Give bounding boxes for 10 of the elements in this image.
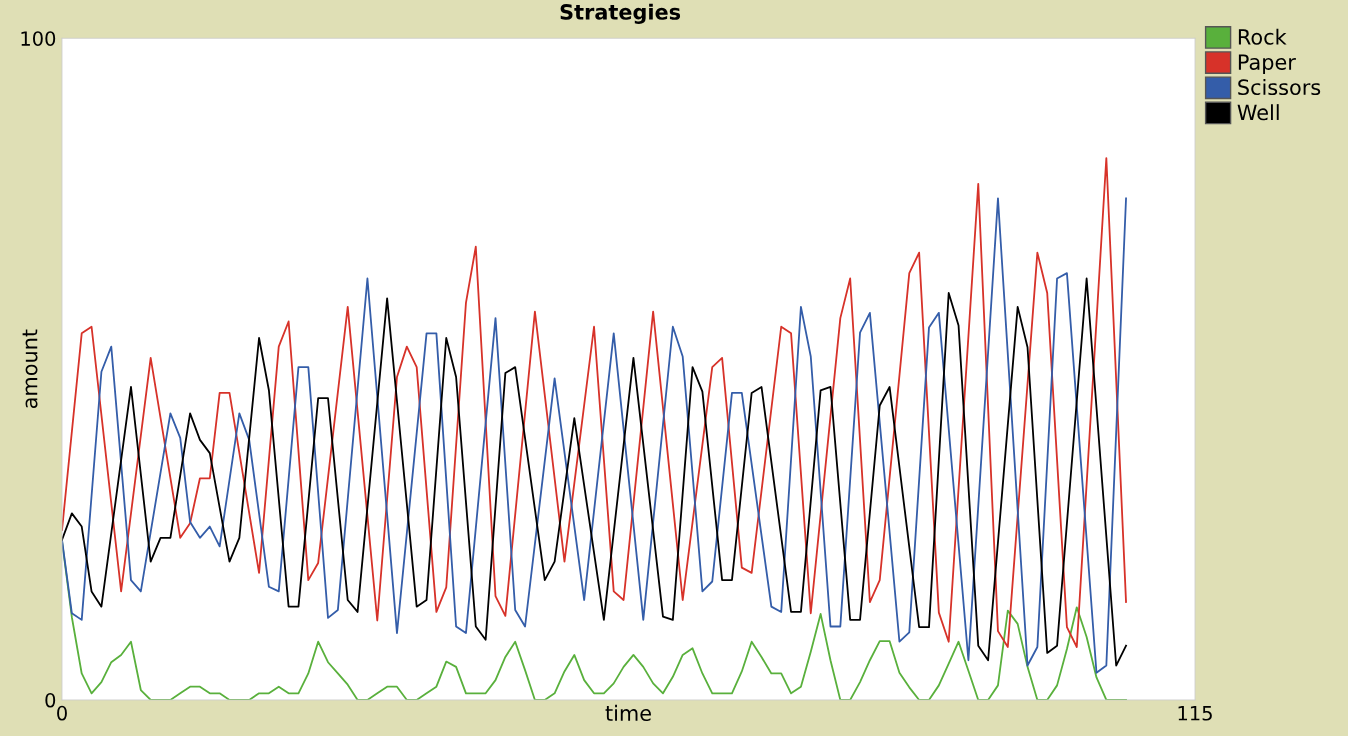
x-axis-title: time: [605, 704, 651, 721]
legend-label: Well: [1237, 104, 1279, 121]
chart-title: Strategies: [560, 3, 681, 25]
legend-label: Scissors: [1238, 78, 1321, 96]
legend-label: Rock: [1238, 28, 1287, 45]
y-axis-title: amount: [22, 329, 38, 409]
line-series: [62, 277, 1127, 667]
y-tick-label: 100: [21, 31, 56, 46]
x-tick-label: 115: [1178, 706, 1212, 721]
legend-label: Paper: [1238, 54, 1296, 74]
